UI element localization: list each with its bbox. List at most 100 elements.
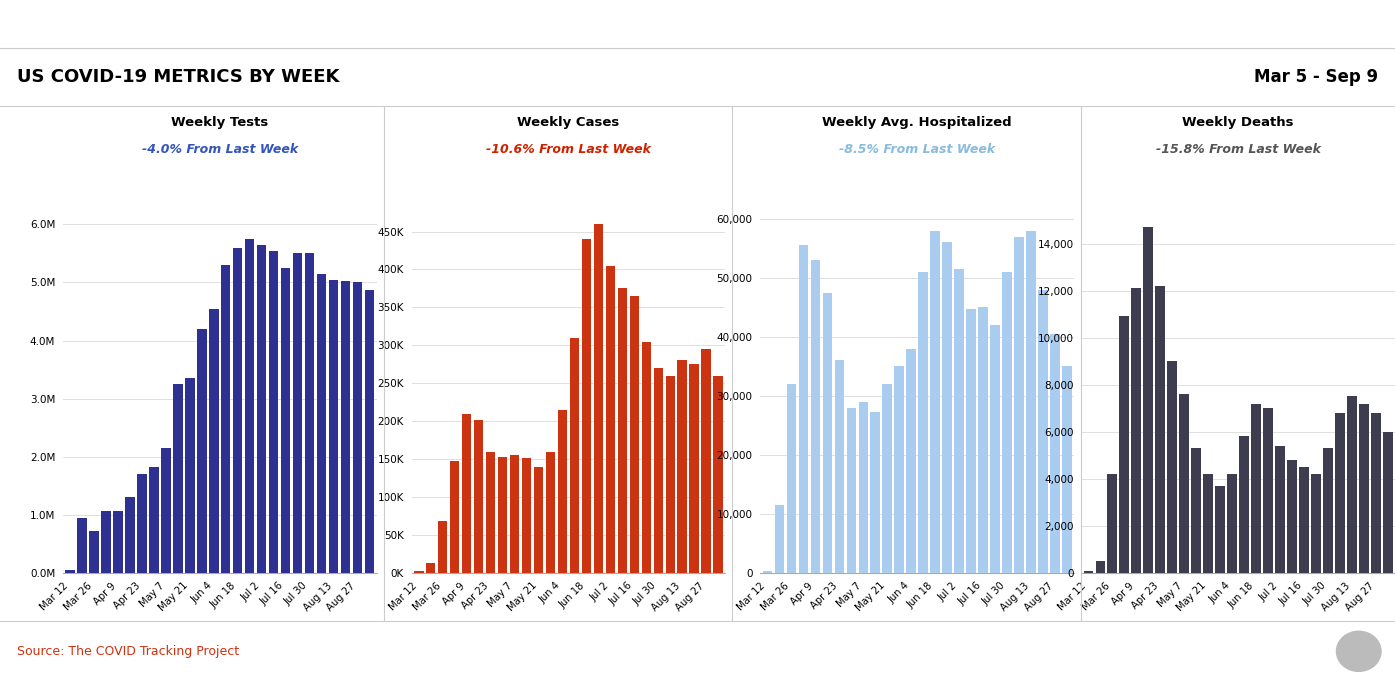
Bar <box>1204 474 1212 573</box>
Bar <box>173 384 183 573</box>
Bar <box>689 364 699 573</box>
Bar <box>1239 436 1249 573</box>
Bar <box>558 410 568 573</box>
Bar <box>77 518 86 573</box>
Bar <box>642 342 651 573</box>
Text: Weekly Deaths: Weekly Deaths <box>1183 116 1293 129</box>
Text: -10.6% From Last Week: -10.6% From Last Week <box>485 143 651 156</box>
Bar <box>653 368 663 573</box>
Bar <box>89 531 99 573</box>
Bar <box>126 497 135 573</box>
Bar <box>858 402 868 573</box>
Bar <box>280 268 290 573</box>
Bar <box>220 265 230 573</box>
Bar <box>678 361 688 573</box>
Bar <box>209 309 219 573</box>
Bar <box>918 272 928 573</box>
Bar <box>594 224 603 573</box>
Bar <box>1215 486 1225 573</box>
Bar <box>66 570 75 573</box>
Bar <box>569 338 579 573</box>
Bar <box>1168 361 1177 573</box>
Bar <box>1288 460 1297 573</box>
Bar <box>293 254 303 573</box>
Bar <box>1251 404 1261 573</box>
Bar <box>763 571 773 573</box>
Text: -15.8% From Last Week: -15.8% From Last Week <box>1155 143 1321 156</box>
Bar <box>1062 366 1071 573</box>
Bar <box>257 245 266 573</box>
Text: US COVID-19 METRICS BY WEEK: US COVID-19 METRICS BY WEEK <box>17 68 339 86</box>
Circle shape <box>1336 632 1381 671</box>
Bar <box>930 231 940 573</box>
Bar <box>186 379 194 573</box>
Bar <box>246 239 254 573</box>
Bar <box>870 413 880 573</box>
Bar <box>990 325 1000 573</box>
Bar <box>1084 571 1094 573</box>
Bar <box>269 250 279 573</box>
Bar <box>883 384 891 573</box>
Bar <box>1038 290 1048 573</box>
Bar <box>823 293 833 573</box>
Bar <box>907 349 917 573</box>
Bar <box>665 376 675 573</box>
Bar <box>605 266 615 573</box>
Bar <box>1228 474 1237 573</box>
Bar <box>449 460 459 573</box>
Bar <box>1027 231 1036 573</box>
Bar <box>787 384 797 573</box>
Bar <box>1179 394 1189 573</box>
Bar <box>414 572 424 573</box>
Bar <box>485 452 495 573</box>
Bar <box>317 273 326 573</box>
Bar <box>340 282 350 573</box>
Bar <box>774 505 784 573</box>
Bar <box>1348 396 1357 573</box>
Text: Weekly Tests: Weekly Tests <box>172 116 268 129</box>
Bar <box>834 361 844 573</box>
Bar <box>498 457 508 573</box>
Bar <box>1095 561 1105 573</box>
Text: -4.0% From Last Week: -4.0% From Last Week <box>141 143 299 156</box>
Bar <box>438 521 448 573</box>
Text: Source: The COVID Tracking Project: Source: The COVID Tracking Project <box>17 644 239 658</box>
Bar <box>113 512 123 573</box>
Text: Weekly Cases: Weekly Cases <box>518 116 619 129</box>
Bar <box>1371 413 1381 573</box>
Bar <box>1002 272 1011 573</box>
Bar <box>509 456 519 573</box>
Bar <box>329 280 339 573</box>
Text: -8.5% From Last Week: -8.5% From Last Week <box>838 143 996 156</box>
Bar <box>425 563 435 573</box>
Bar <box>364 290 374 573</box>
Bar <box>713 376 723 573</box>
Bar <box>702 349 711 573</box>
Bar <box>894 366 904 573</box>
Bar <box>943 243 951 573</box>
Bar <box>978 308 988 573</box>
Bar <box>1108 474 1117 573</box>
Bar <box>137 474 146 573</box>
Bar <box>474 419 484 573</box>
Bar <box>149 467 159 573</box>
Bar <box>462 415 472 573</box>
Bar <box>1299 467 1309 573</box>
Bar <box>810 261 820 573</box>
Bar <box>353 282 363 573</box>
Text: Mar 5 - Sep 9: Mar 5 - Sep 9 <box>1254 68 1378 86</box>
Bar <box>1144 227 1154 573</box>
Bar <box>629 296 639 573</box>
Bar <box>954 269 964 573</box>
Bar <box>618 288 628 573</box>
Bar <box>1155 286 1165 573</box>
Bar <box>798 246 808 573</box>
Bar <box>304 254 314 573</box>
Bar <box>1322 448 1332 573</box>
Bar <box>197 329 206 573</box>
Bar <box>1335 413 1345 573</box>
Bar <box>582 239 591 573</box>
Text: Weekly Avg. Hospitalized: Weekly Avg. Hospitalized <box>823 116 1011 129</box>
Bar <box>1191 448 1201 573</box>
Bar <box>1359 404 1368 573</box>
